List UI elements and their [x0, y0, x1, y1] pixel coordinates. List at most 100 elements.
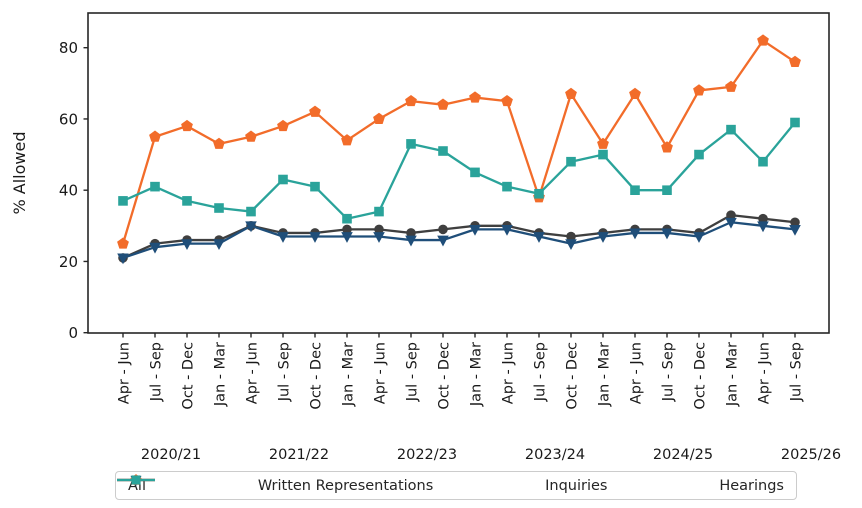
- data-point-marker: [149, 130, 161, 142]
- data-point-marker: [694, 149, 704, 160]
- data-point-marker: [629, 228, 641, 240]
- data-point-marker: [131, 475, 141, 485]
- x-year-label: 2020/21: [141, 447, 201, 463]
- x-tick-label: Apr - Jun: [117, 342, 133, 404]
- data-point-marker: [501, 94, 513, 107]
- data-point-marker: [341, 134, 353, 146]
- legend-item-inquiries: Inquiries: [117, 474, 608, 494]
- y-tick-label: 0: [68, 324, 78, 342]
- data-point-marker: [245, 221, 257, 233]
- data-point-marker: [277, 232, 289, 243]
- data-point-marker: [758, 156, 768, 167]
- x-tick-label: Apr - Jun: [501, 342, 517, 404]
- data-point-marker: [757, 221, 769, 233]
- data-point-marker: [534, 188, 544, 199]
- data-point-marker: [790, 117, 800, 128]
- x-tick-label: Oct - Dec: [693, 342, 709, 410]
- data-point-marker: [566, 156, 576, 167]
- data-point-marker: [726, 124, 736, 135]
- legend-item-written-representations: Written Representations: [117, 475, 434, 494]
- x-tick-label: Jul - Sep: [149, 342, 165, 402]
- data-point-marker: [565, 239, 577, 251]
- x-tick-label: Jan - Mar: [341, 342, 357, 407]
- x-tick-label: Jan - Mar: [469, 342, 485, 407]
- data-point-marker: [790, 217, 800, 228]
- y-tick-label: 40: [59, 182, 78, 200]
- data-point-marker: [117, 253, 129, 265]
- x-tick-label: Jan - Mar: [213, 342, 229, 407]
- x-tick-label: Apr - Jun: [373, 342, 389, 404]
- square-marker-sample-icon: [117, 475, 155, 485]
- legend-label: Inquiries: [545, 477, 608, 494]
- data-point-marker: [245, 130, 257, 142]
- data-point-marker: [374, 224, 384, 235]
- data-point-marker: [149, 242, 161, 254]
- x-tick-label: Jul - Sep: [661, 342, 677, 402]
- data-point-marker: [662, 185, 672, 195]
- data-point-marker: [182, 196, 192, 206]
- series-line: [121, 121, 797, 220]
- x-year-label: 2021/22: [269, 447, 329, 463]
- legend-item-hearings: Hearings: [117, 475, 784, 494]
- x-tick-label: Oct - Dec: [565, 342, 581, 410]
- series-inquiries: [117, 34, 801, 249]
- data-point-marker: [277, 119, 289, 132]
- data-point-marker: [373, 232, 385, 243]
- x-tick-label: Jul - Sep: [405, 342, 421, 402]
- data-point-marker: [246, 206, 256, 217]
- data-point-marker: [629, 87, 641, 100]
- data-point-marker: [438, 224, 448, 235]
- data-point-marker: [117, 237, 129, 249]
- series-line: [121, 221, 797, 260]
- data-point-marker: [405, 235, 417, 247]
- x-tick-label: Oct - Dec: [437, 342, 453, 410]
- data-point-marker: [597, 137, 609, 149]
- data-point-marker: [470, 167, 480, 178]
- data-point-marker: [726, 210, 736, 220]
- data-point-marker: [725, 217, 737, 229]
- x-tick-label: Oct - Dec: [181, 342, 197, 410]
- x-tick-label: Jul - Sep: [533, 342, 549, 402]
- data-point-marker: [213, 239, 225, 251]
- data-point-marker: [437, 98, 449, 110]
- data-point-marker: [501, 224, 513, 236]
- series-written-representations: [117, 217, 801, 265]
- data-point-marker: [181, 239, 193, 251]
- series-line: [121, 213, 797, 260]
- data-point-marker: [565, 87, 577, 100]
- data-point-marker: [437, 235, 449, 247]
- data-point-marker: [661, 228, 673, 240]
- data-point-marker: [213, 137, 225, 149]
- legend-label: Written Representations: [257, 477, 434, 494]
- data-point-marker: [758, 213, 768, 224]
- data-point-marker: [310, 181, 320, 192]
- data-point-marker: [598, 149, 608, 160]
- legend-label: Hearings: [719, 477, 784, 494]
- legend: All Written Representations Inquiries Heari…: [115, 471, 797, 500]
- data-point-marker: [469, 224, 481, 236]
- data-point-marker: [181, 119, 193, 132]
- x-year-label: 2025/26: [781, 447, 841, 463]
- x-tick-label: Apr - Jun: [757, 342, 773, 404]
- y-tick-label: 60: [59, 110, 78, 128]
- x-tick-label: Jul - Sep: [789, 342, 805, 402]
- data-point-marker: [789, 55, 801, 67]
- x-tick-label: Jul - Sep: [277, 342, 293, 402]
- data-point-marker: [214, 203, 224, 213]
- data-point-marker: [309, 105, 321, 117]
- data-point-marker: [150, 181, 160, 192]
- data-point-marker: [341, 232, 353, 243]
- x-year-label: 2022/23: [397, 447, 457, 463]
- y-axis-title: % Allowed: [10, 132, 29, 215]
- y-tick-label: 80: [59, 39, 78, 57]
- series-hearings: [118, 117, 800, 224]
- data-point-marker: [630, 185, 640, 195]
- x-year-label: 2024/25: [653, 447, 713, 463]
- data-point-marker: [342, 213, 352, 224]
- data-point-marker: [661, 141, 673, 153]
- series-line: [121, 39, 797, 245]
- data-point-marker: [406, 139, 416, 149]
- x-year-label: 2023/24: [525, 447, 585, 463]
